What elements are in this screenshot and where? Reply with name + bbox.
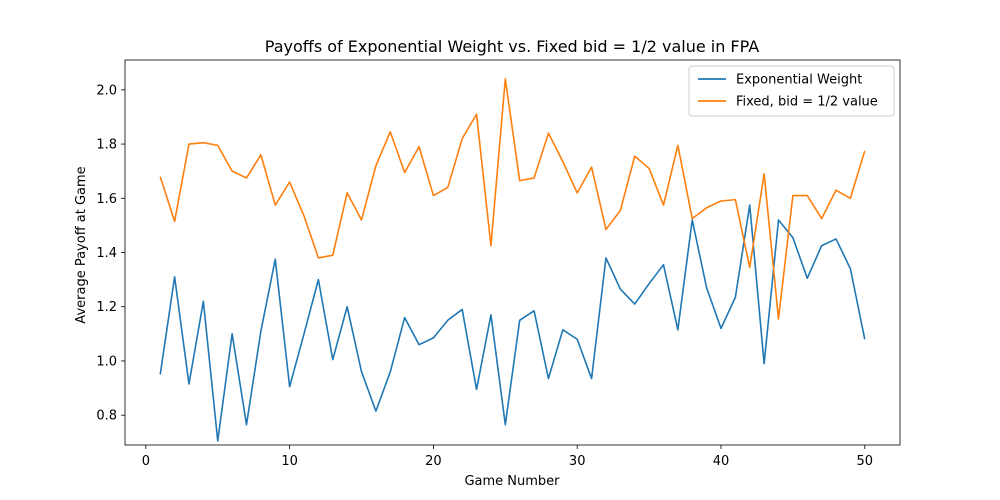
chart-title: Payoffs of Exponential Weight vs. Fixed … [265, 37, 759, 56]
x-tick-label: 40 [713, 454, 730, 469]
x-tick-label: 30 [569, 454, 586, 469]
y-tick-label: 1.2 [96, 300, 117, 315]
y-tick-label: 1.0 [96, 354, 117, 369]
y-tick-label: 1.6 [96, 192, 117, 207]
legend-entry-2: Fixed, bid = 1/2 value [736, 95, 878, 110]
y-tick-label: 1.4 [96, 246, 117, 261]
x-tick-label: 0 [142, 454, 150, 469]
x-tick-label: 10 [281, 454, 298, 469]
legend-box [688, 65, 895, 117]
plot-area [124, 59, 901, 446]
series-line-2 [159, 78, 866, 320]
x-axis: 0 10 20 30 40 50 [142, 445, 873, 469]
legend-entry-1: Exponential Weight [736, 73, 862, 88]
x-axis-label: Game Number [464, 474, 560, 489]
series-line-1 [159, 204, 866, 442]
y-tick-label: 0.8 [96, 409, 117, 424]
y-axis-label: Average Payoff at Game [74, 166, 89, 323]
y-axis: 0.8 1.0 1.2 1.4 1.6 1.8 2.0 [96, 83, 125, 424]
x-tick-label: 20 [425, 454, 442, 469]
y-tick-label: 2.0 [96, 83, 117, 98]
x-tick-label: 50 [856, 454, 873, 469]
y-tick-label: 1.8 [96, 138, 117, 153]
legend: Exponential Weight Fixed, bid = 1/2 value [688, 65, 895, 117]
